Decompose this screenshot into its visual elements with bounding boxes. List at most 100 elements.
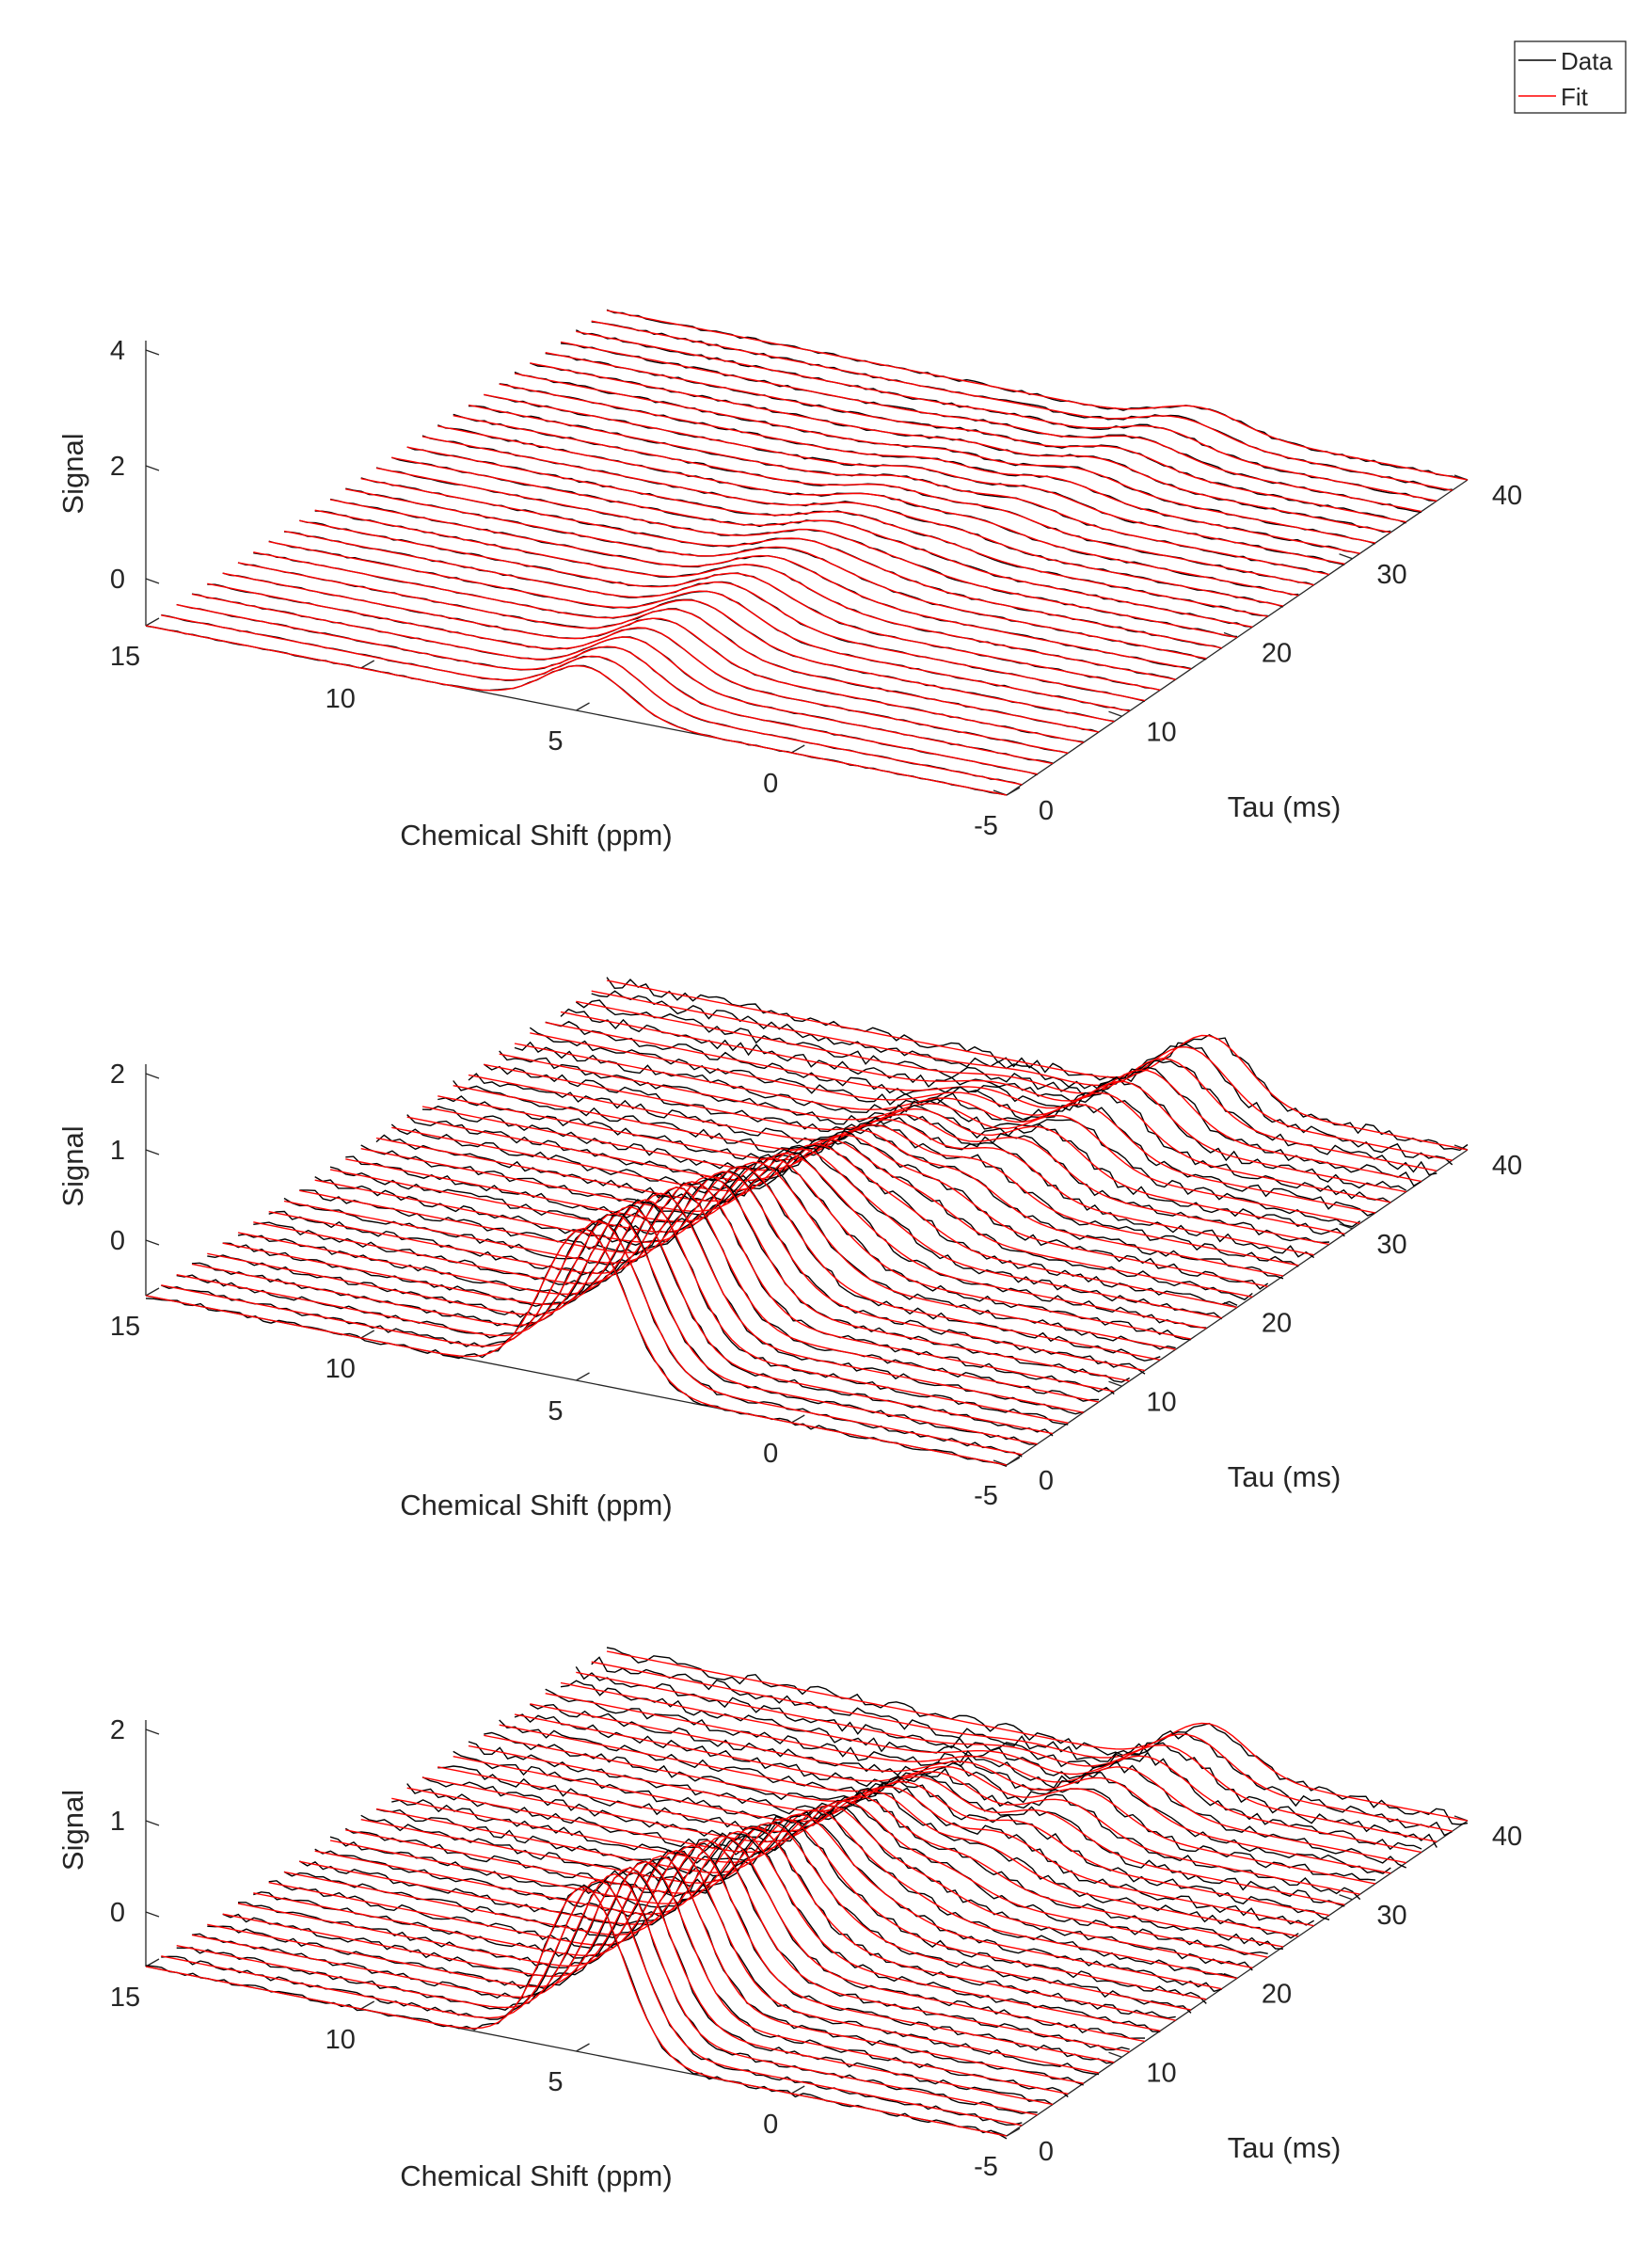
data-trace (207, 1199, 1069, 1426)
data-trace (391, 1799, 1253, 1971)
data-trace (222, 1191, 1084, 1415)
fit-trace (514, 1713, 1376, 1885)
data-trace (406, 1783, 1268, 1956)
fit-trace (421, 1776, 1284, 1948)
data-trace (314, 1827, 1176, 2019)
x-tick-label: -5 (974, 811, 998, 841)
x-tick-label: 15 (110, 642, 140, 672)
data-trace (484, 1731, 1345, 1907)
fit-trace (375, 467, 1238, 639)
data-trace (238, 1849, 1100, 2076)
x-tick-label: 0 (763, 2110, 778, 2140)
data-trace (468, 1073, 1330, 1244)
y-tick (1339, 1223, 1353, 1230)
y-tick-label: 40 (1492, 1822, 1522, 1852)
fit-trace (345, 1152, 1207, 1330)
fit-trace (560, 1011, 1422, 1183)
fit-trace (314, 509, 1176, 680)
fit-trace (145, 625, 1008, 796)
fit-trace (591, 320, 1453, 491)
y-tick-label: 20 (1262, 639, 1292, 669)
fit-trace (299, 1830, 1161, 2031)
fit-trace (530, 1032, 1391, 1203)
z-tick (145, 1073, 160, 1079)
data-trace (606, 1647, 1469, 1825)
data-trace (207, 1860, 1069, 2098)
fit-trace (545, 352, 1406, 523)
fit-trace (499, 1724, 1360, 1895)
fit-trace (576, 330, 1438, 502)
data-trace (529, 1027, 1391, 1203)
subplot-1: 15 10 5 0 -5 0 10 20 30 40 0 2 4 Chemical Shift (ppm)… (56, 309, 1522, 852)
data-trace (145, 1228, 1008, 1467)
z-tick-label: 2 (110, 1059, 125, 1090)
fit-trace (314, 1826, 1176, 2021)
x-axis-label: Chemical Shift (ppm) (400, 1489, 672, 1521)
data-trace (545, 1020, 1407, 1191)
fit-trace (161, 1879, 1023, 2127)
y-axis-label: Tau (ms) (1228, 790, 1342, 823)
x-tick-label: 5 (548, 1396, 563, 1426)
fit-trace (329, 1156, 1192, 1340)
y-axis-label: Tau (ms) (1228, 2131, 1342, 2164)
fit-trace (145, 1886, 1008, 2137)
y-tick-label: 30 (1376, 560, 1406, 590)
y-tick-label: 30 (1376, 1901, 1406, 1931)
fit-trace (484, 393, 1345, 565)
fit-trace (191, 593, 1054, 765)
z-tick (145, 349, 160, 356)
fit-trace (360, 1148, 1222, 1319)
fit-trace (406, 446, 1268, 617)
y-tick (1339, 1894, 1353, 1901)
fit-trace (222, 572, 1084, 743)
z-tick (145, 578, 160, 584)
fit-trace (406, 1787, 1268, 1958)
y-tick-label: 10 (1146, 1387, 1176, 1417)
fit-trace (514, 1043, 1376, 1214)
fit-trace (145, 1227, 1008, 1466)
fit-trace (591, 990, 1453, 1161)
x-tick-label: 5 (548, 2067, 563, 2097)
z-axis-label: Signal (56, 1125, 89, 1206)
fit-trace (406, 1116, 1268, 1287)
data-trace (298, 1832, 1161, 2032)
fit-trace (268, 1175, 1130, 1382)
data-trace (283, 1171, 1146, 1375)
z-tick (145, 1820, 160, 1826)
data-trace (191, 1866, 1054, 2106)
x-tick-label: -5 (974, 2152, 998, 2182)
data-trace (514, 1713, 1376, 1881)
fit-trace (437, 1095, 1299, 1266)
data-trace (237, 1186, 1100, 1402)
fit-trace (222, 1855, 1084, 2084)
fit-trace (545, 1693, 1406, 1864)
fit-trace (560, 1681, 1422, 1854)
y-tick-label: 40 (1492, 481, 1522, 511)
fit-trace (576, 1000, 1438, 1171)
data-trace (514, 1041, 1376, 1217)
z-tick-label: 2 (110, 452, 125, 482)
data-trace (530, 362, 1391, 534)
y-tick-label: 40 (1492, 1151, 1522, 1181)
fit-trace (545, 1022, 1406, 1193)
fit-trace (437, 425, 1299, 597)
subplot-2: 15 10 5 0 -5 0 10 20 30 40 0 1 2 Chemical Shift (ppm)… (56, 977, 1522, 1521)
z-tick-label: 1 (110, 1136, 125, 1166)
fit-trace (421, 436, 1284, 607)
z-tick-label: 0 (110, 565, 125, 595)
fit-trace (421, 1106, 1284, 1277)
data-trace (560, 1008, 1422, 1187)
fit-trace (606, 1650, 1469, 1822)
data-trace (483, 1063, 1345, 1237)
legend-label-data: Data (1561, 47, 1612, 75)
x-tick-label: 10 (326, 2025, 356, 2055)
fit-trace (314, 1161, 1176, 1350)
fit-trace (253, 1844, 1115, 2063)
fit-trace (329, 1822, 1192, 2011)
fit-trace (360, 1813, 1222, 1990)
data-trace (453, 1750, 1315, 1926)
fit-trace (329, 499, 1192, 670)
z-tick-label: 0 (110, 1226, 125, 1256)
z-tick-label: 4 (110, 336, 125, 366)
